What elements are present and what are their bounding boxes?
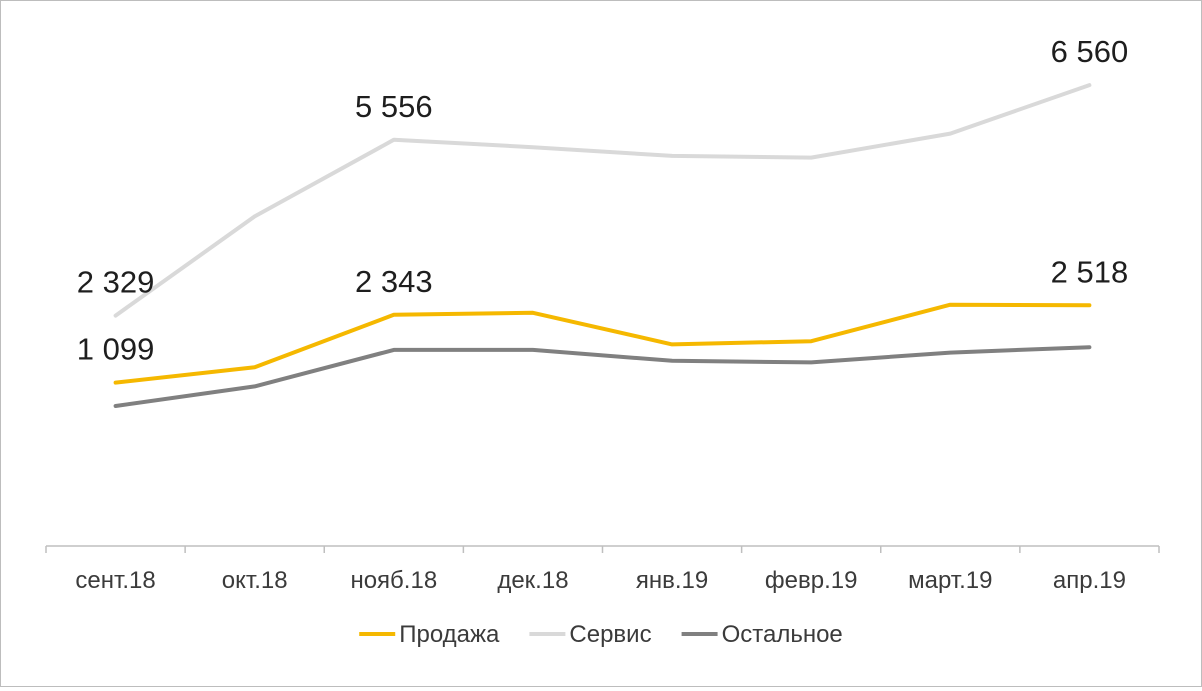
x-tick-label: окт.18: [222, 567, 288, 594]
data-label-продажа: 2 518: [1051, 254, 1129, 289]
legend-label-сервис: Сервис: [569, 621, 651, 648]
data-labels: 1 099 2 343 2 518 2 329 5 556 6 560: [77, 34, 1128, 367]
data-label-сервис: 5 556: [355, 89, 433, 124]
series-lines: [115, 85, 1089, 406]
x-tick-label: дек.18: [497, 567, 568, 594]
series-line-остальное: [116, 347, 1090, 406]
x-tick-label: апр.19: [1053, 567, 1126, 594]
x-tick-label: нояб.18: [350, 567, 437, 594]
legend-label-продажа: Продажа: [399, 621, 500, 648]
series-line-продажа: [116, 305, 1090, 383]
data-label-продажа: 1 099: [77, 332, 155, 367]
data-label-сервис: 2 329: [77, 265, 155, 300]
x-axis: сент.18 окт.18 нояб.18 дек.18 янв.19 февр.19 м…: [46, 546, 1159, 594]
data-label-сервис: 6 560: [1051, 34, 1129, 69]
legend: Продажа Сервис Остальное: [359, 621, 843, 648]
data-label-продажа: 2 343: [355, 264, 433, 299]
series-line-сервис: [116, 85, 1090, 316]
x-tick-label: март.19: [908, 567, 992, 594]
legend-label-остальное: Остальное: [722, 621, 843, 648]
x-tick-label: сент.18: [75, 567, 155, 594]
x-tick-label: янв.19: [636, 567, 708, 594]
x-tick-label: февр.19: [765, 567, 858, 594]
